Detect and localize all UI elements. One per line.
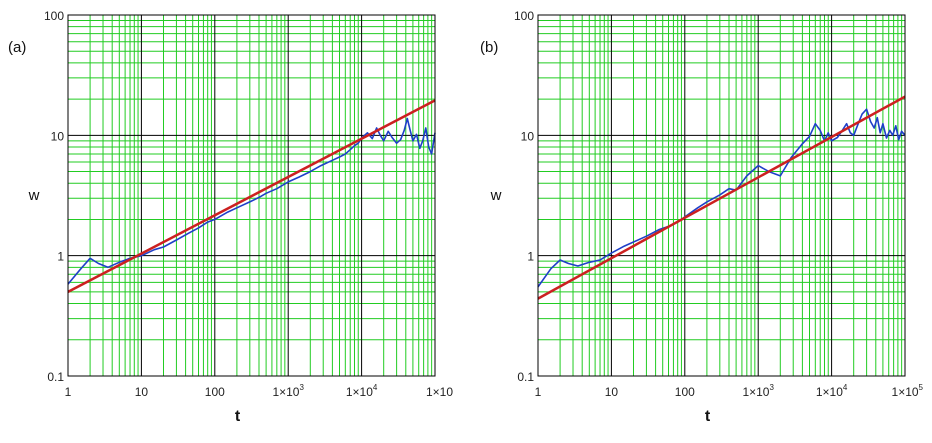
x-tick-label: 1×105 xyxy=(892,383,924,399)
panel-label: (b) xyxy=(480,39,498,56)
x-tick-label: 1×104 xyxy=(816,383,848,399)
x-tick-label: 100 xyxy=(675,385,695,399)
x-tick-label: 1×104 xyxy=(346,383,378,399)
x-tick-label: 1 xyxy=(65,385,72,399)
y-tick-label: 10 xyxy=(51,129,65,143)
data-line xyxy=(67,117,436,285)
chart-panel-a: 0.1 1 10 100 1 10 100 1×103 1×104 1×10 t w (a) xyxy=(8,9,453,425)
x-tick-label: 1×103 xyxy=(272,383,304,399)
plot-frame xyxy=(67,14,436,377)
minor-grid xyxy=(68,15,435,376)
data-line xyxy=(537,108,906,288)
fit-line xyxy=(537,95,906,300)
plot-frame xyxy=(537,14,906,377)
chart-panel-b: 0.1 1 10 100 1 10 100 1×103 1×104 1×105 t w (b) xyxy=(466,0,932,443)
x-tick-label: 1×103 xyxy=(742,383,774,399)
x-tick-label: 1 xyxy=(535,385,542,399)
x-axis-label: t xyxy=(235,408,241,425)
y-axis-label: w xyxy=(28,187,40,204)
y-tick-label: 100 xyxy=(44,9,64,23)
x-axis-label: t xyxy=(705,408,711,425)
panel-label: (a) xyxy=(8,39,26,56)
y-tick-label: 1 xyxy=(527,250,534,264)
y-tick-label: 1 xyxy=(57,250,64,264)
x-tick-label: 10 xyxy=(135,385,149,399)
x-tick-label: 100 xyxy=(205,385,225,399)
y-tick-label: 0.1 xyxy=(517,370,534,384)
x-tick-label: 1×10 xyxy=(426,385,453,399)
x-tick-label: 10 xyxy=(605,385,619,399)
fit-line xyxy=(67,99,436,294)
y-tick-label: 10 xyxy=(521,129,535,143)
minor-grid xyxy=(538,15,905,376)
y-tick-label: 100 xyxy=(514,9,534,23)
y-tick-label: 0.1 xyxy=(47,370,64,384)
y-axis-label: w xyxy=(490,187,502,204)
plot-area xyxy=(538,15,905,376)
